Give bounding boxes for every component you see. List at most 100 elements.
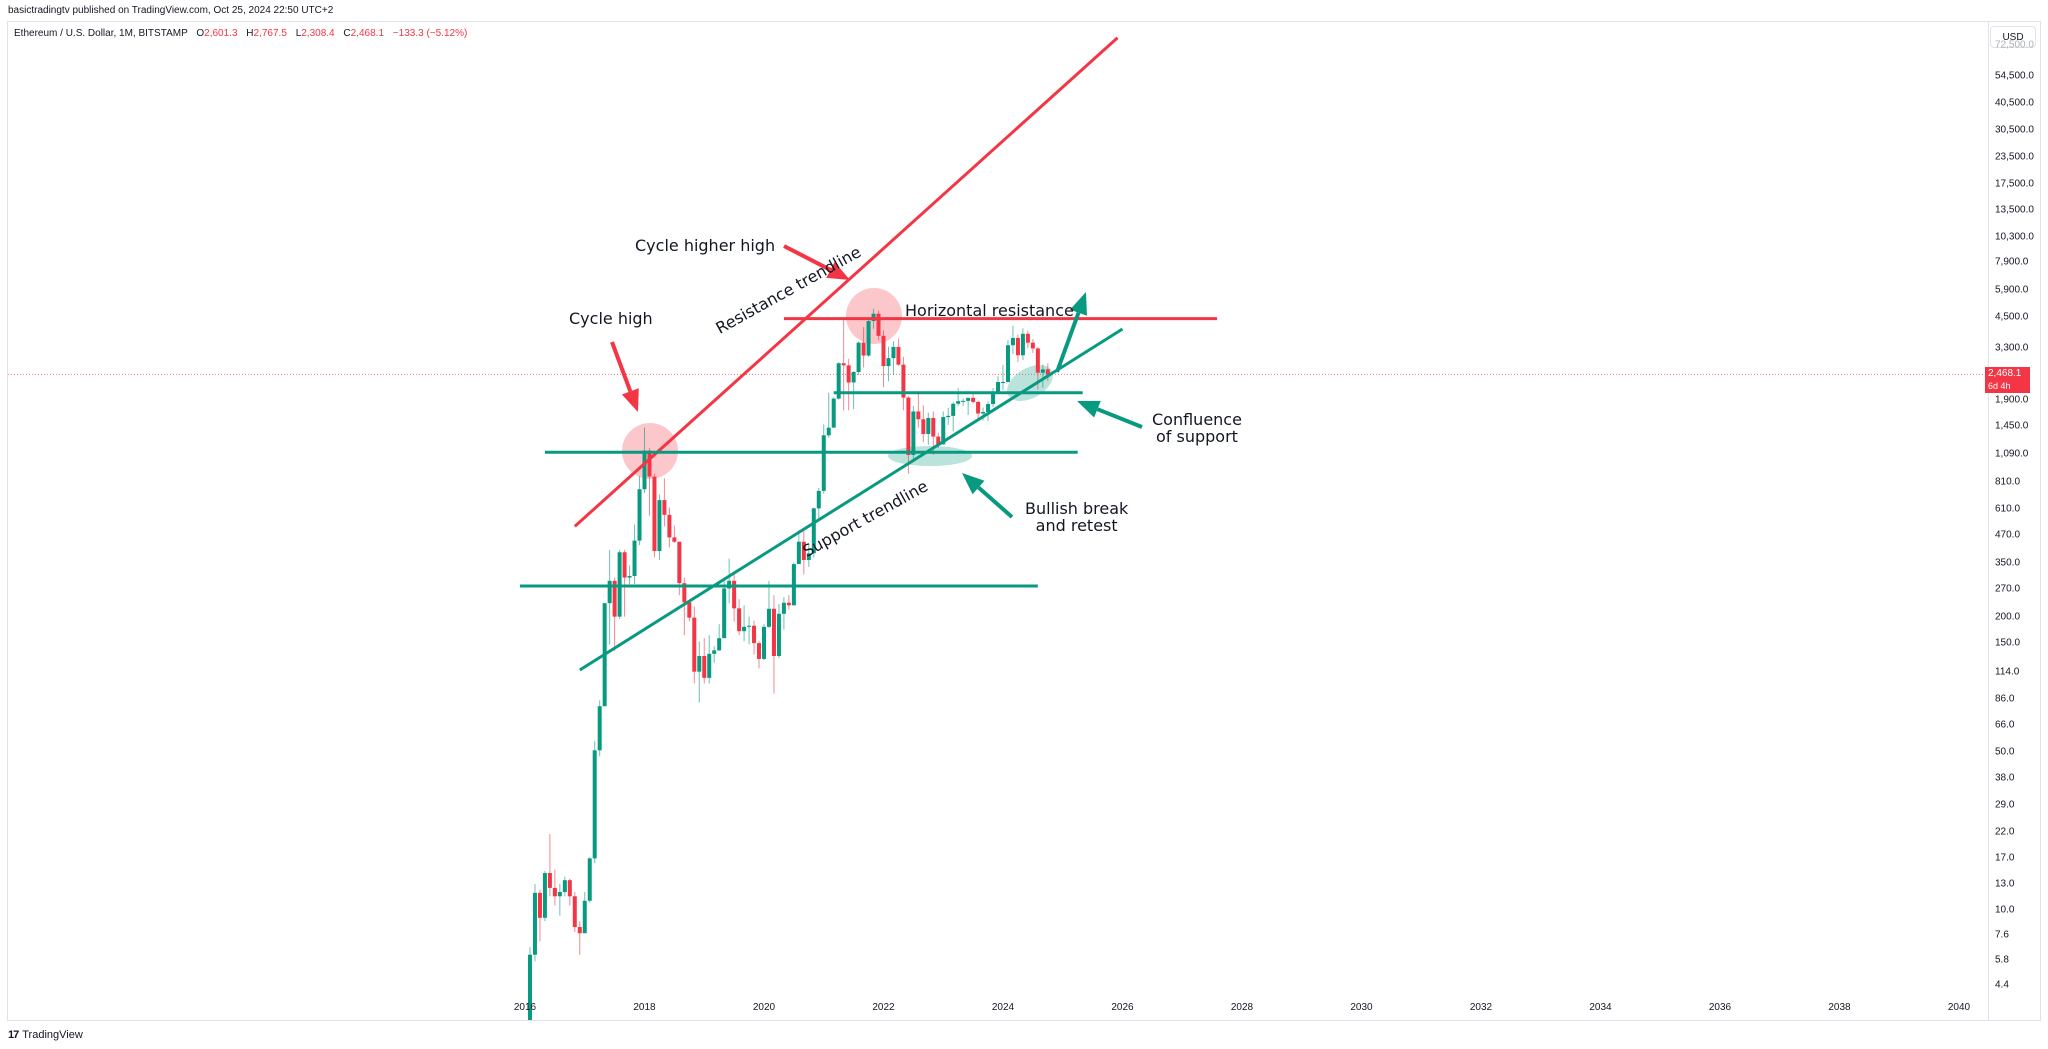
candle-body — [752, 625, 757, 644]
candle-body — [597, 706, 602, 751]
price-tick: 50.0 — [1995, 746, 2015, 758]
candle-body — [567, 880, 572, 897]
candle-body — [667, 514, 672, 538]
candle-body — [936, 436, 941, 445]
tradingview-logo-icon: 17 — [8, 1029, 19, 1041]
time-tick: 2040 — [1947, 1002, 1971, 1013]
candle-body — [1020, 333, 1025, 356]
price-tick: 72,500.0 — [1995, 39, 2034, 51]
candle-body — [776, 613, 781, 656]
time-tick: 2020 — [752, 1002, 776, 1013]
price-tick: 470.0 — [1995, 529, 2021, 541]
candle-body — [951, 403, 956, 416]
candle-body — [527, 954, 532, 1020]
time-tick: 2026 — [1111, 1002, 1134, 1013]
candle-body — [891, 346, 896, 359]
candle-body — [906, 397, 911, 455]
arrow-cycle-high-head-icon — [621, 388, 639, 412]
tradingview-logo[interactable]: 17 TradingView — [8, 1029, 83, 1041]
candle-body — [926, 417, 931, 434]
annotation-bullish-line2: and retest — [1035, 516, 1118, 535]
price-chart-canvas[interactable] — [0, 0, 1988, 1020]
price-tick: 66.0 — [1995, 719, 2015, 731]
candle-body — [622, 552, 627, 578]
candle-body — [886, 358, 891, 367]
price-tick: 200.0 — [1995, 611, 2021, 623]
time-tick: 2018 — [633, 1002, 656, 1013]
price-tick: 7.6 — [1995, 929, 2009, 941]
price-tick: 4.4 — [1995, 979, 2009, 991]
candle-body — [762, 626, 766, 659]
candle-body — [732, 580, 737, 609]
candle-body — [841, 363, 846, 366]
price-tick: 17.0 — [1995, 852, 2015, 864]
chart-pane[interactable] — [7, 21, 2041, 1021]
tradingview-logo-text: TradingView — [22, 1029, 83, 1041]
arrow-cycle-high-shaft — [610, 341, 633, 393]
drawing-resistance-trendline — [573, 36, 1119, 528]
candle-body — [801, 541, 806, 560]
candle-body — [876, 313, 881, 336]
candle-body — [587, 858, 592, 901]
candle-body — [896, 346, 901, 365]
price-tick: 54,500.0 — [1995, 70, 2034, 82]
price-tick: 13.0 — [1995, 878, 2015, 890]
candle-body — [717, 638, 722, 651]
candle-body — [642, 450, 647, 490]
candle-body — [552, 887, 557, 897]
price-tick: 1,090.0 — [1995, 448, 2029, 460]
candle-body — [911, 411, 916, 455]
candle-body — [742, 626, 747, 632]
price-tick: 3,300.0 — [1995, 342, 2029, 354]
last-price-value: 2,468.1 — [1988, 368, 2022, 379]
candle-body — [712, 650, 717, 654]
low-label: L — [295, 28, 302, 39]
arrow-retest-head-icon — [962, 473, 985, 495]
change-value: −133.3 (−5.12%) — [392, 28, 468, 39]
symbol-legend: Ethereum / U.S. Dollar, 1M, BITSTAMP O2,… — [14, 28, 467, 39]
candle-body — [931, 417, 936, 437]
last-price-label: 2,468.1 6d 4h — [1985, 367, 2030, 393]
candle-body — [821, 435, 826, 491]
candle-body — [781, 602, 786, 614]
candle-body — [657, 500, 662, 552]
candle-body — [831, 398, 836, 428]
price-tick: 5.8 — [1995, 954, 2009, 966]
candle-body — [971, 397, 976, 402]
time-tick: 2028 — [1230, 1002, 1254, 1013]
candle-body — [1005, 345, 1010, 383]
price-tick: 13,500.0 — [1995, 204, 2034, 216]
price-tick: 10.0 — [1995, 904, 2015, 916]
time-tick: 2036 — [1708, 1002, 1732, 1013]
time-tick: 2016 — [513, 1002, 537, 1013]
candle-body — [722, 588, 727, 639]
candle-body — [976, 401, 981, 414]
time-tick: 2022 — [872, 1002, 895, 1013]
candle-body — [946, 415, 951, 418]
annotation-confluence-line1: Confluence — [1152, 410, 1242, 429]
candle-body — [851, 371, 856, 383]
candle-body — [961, 400, 966, 402]
price-tick: 23,500.0 — [1995, 151, 2034, 163]
candle-body — [766, 608, 771, 627]
candle-body — [672, 537, 677, 542]
candle-body — [687, 602, 692, 618]
price-tick: 29.0 — [1995, 799, 2015, 811]
published-line: basictradingtv published on TradingView.… — [8, 5, 334, 16]
candle-body — [677, 541, 682, 584]
price-tick: 810.0 — [1995, 476, 2021, 488]
time-tick: 2032 — [1469, 1002, 1493, 1013]
candle-body — [662, 500, 667, 515]
candle-body — [816, 490, 821, 509]
price-axis[interactable] — [1988, 22, 2041, 1020]
candle-body — [811, 508, 816, 554]
annotation-confluence: Confluence of support — [1152, 411, 1242, 445]
arrow-breakout-up-shaft — [1055, 312, 1081, 373]
candle-body — [1030, 342, 1035, 349]
candle-body — [1040, 369, 1045, 373]
symbol-name[interactable]: Ethereum / U.S. Dollar, 1M, BITSTAMP — [14, 28, 188, 39]
candle-body — [1015, 337, 1020, 356]
candle-body — [1010, 337, 1015, 346]
open-value: 2,601.3 — [204, 28, 238, 39]
currency-button[interactable]: USD — [1990, 26, 2036, 48]
